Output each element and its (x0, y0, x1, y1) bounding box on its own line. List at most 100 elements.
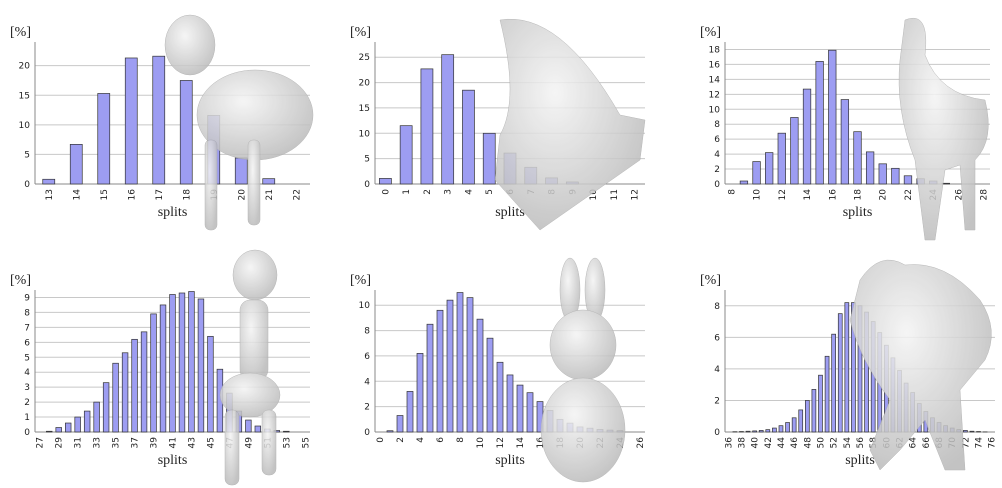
bar (765, 153, 773, 184)
x-tick-label: 48 (803, 437, 813, 449)
bar (527, 393, 533, 432)
x-tick-label: 13 (45, 189, 55, 200)
x-tick-label: 35 (112, 437, 122, 448)
bar (180, 80, 192, 184)
x-tick-label: 12 (631, 189, 641, 200)
bar (772, 428, 776, 432)
bar (457, 293, 463, 432)
x-tick-label: 6 (436, 437, 446, 443)
bar (417, 353, 423, 432)
y-tick-label: 5 (24, 150, 30, 160)
x-tick-label: 21 (265, 189, 275, 200)
bar (46, 431, 52, 432)
x-axis-label: splits (495, 453, 525, 468)
bar (740, 181, 748, 184)
x-tick-label: 44 (777, 437, 787, 449)
x-tick-label: 1 (402, 189, 412, 195)
x-tick-label: 46 (790, 437, 800, 449)
y-tick-label: 15 (359, 104, 370, 114)
bar (442, 55, 454, 184)
bar (98, 93, 110, 184)
y-tick-label: 0 (714, 428, 720, 438)
bar (447, 300, 453, 432)
y-tick-label: 2 (364, 403, 370, 413)
y-tick-label: 8 (714, 302, 720, 312)
y-tick-label: 16 (709, 60, 721, 70)
x-tick-label: 45 (206, 437, 216, 448)
bar (208, 336, 214, 432)
x-tick-label: 4 (464, 189, 474, 195)
x-tick-label: 12 (496, 437, 506, 448)
y-axis-label: [%] (10, 25, 31, 40)
bar (132, 339, 138, 432)
charts: [%]0510152013141516171819202122splits[%]… (10, 25, 998, 468)
bar (179, 293, 185, 432)
bar (753, 162, 761, 184)
bar (963, 430, 967, 432)
y-tick-label: 6 (714, 333, 720, 343)
y-tick-label: 8 (364, 327, 370, 337)
bar (160, 305, 166, 432)
bar (483, 133, 495, 184)
bar (65, 423, 71, 432)
x-tick-label: 10 (753, 189, 763, 201)
x-tick-label: 20 (879, 189, 889, 201)
x-tick-label: 53 (282, 437, 292, 448)
y-tick-label: 0 (24, 428, 30, 438)
horse-render (899, 18, 988, 240)
y-axis-label: [%] (350, 25, 371, 40)
x-tick-label: 31 (74, 437, 84, 448)
x-tick-label: 64 (909, 437, 919, 449)
x-tick-label: 27 (36, 437, 46, 448)
bar (283, 431, 289, 432)
bar (379, 178, 391, 184)
x-tick-label: 52 (830, 437, 840, 448)
bar (778, 133, 786, 184)
x-tick-label: 8 (456, 437, 466, 443)
y-tick-label: 2 (714, 396, 720, 406)
y-tick-label: 5 (24, 353, 30, 363)
y-tick-label: 10 (709, 105, 721, 115)
y-tick-label: 8 (714, 120, 720, 130)
x-tick-label: 8 (727, 189, 737, 195)
bar (791, 117, 799, 184)
x-tick-label: 0 (376, 437, 386, 443)
bar (892, 168, 900, 184)
y-tick-label: 14 (709, 75, 721, 85)
y-tick-label: 25 (359, 53, 370, 63)
y-tick-label: 10 (359, 129, 371, 139)
x-axis-label: splits (845, 453, 875, 468)
x-tick-label: 36 (724, 437, 734, 449)
bar (467, 298, 473, 432)
bar (812, 389, 816, 432)
bar (803, 89, 811, 184)
y-axis-label: [%] (700, 273, 721, 288)
y-tick-label: 6 (364, 352, 370, 362)
y-axis-label: [%] (350, 273, 371, 288)
bar (387, 431, 393, 432)
bar (825, 356, 829, 432)
y-tick-label: 8 (24, 308, 30, 318)
x-tick-label: 40 (751, 437, 761, 449)
x-tick-label: 29 (55, 437, 65, 449)
x-tick-label: 18 (854, 189, 864, 201)
x-tick-label: 42 (764, 437, 774, 448)
x-tick-label: 22 (292, 189, 302, 200)
y-tick-label: 1 (24, 413, 30, 423)
bar (517, 385, 523, 432)
bar (153, 56, 165, 184)
bar (866, 152, 874, 184)
y-tick-label: 3 (24, 383, 30, 393)
x-tick-label: 12 (778, 189, 788, 200)
fin-render (495, 19, 645, 230)
y-tick-label: 15 (19, 91, 30, 101)
bar (70, 144, 82, 184)
bar (94, 402, 100, 432)
x-tick-label: 14 (72, 189, 82, 201)
x-tick-label: 18 (182, 189, 192, 201)
y-tick-label: 5 (364, 155, 370, 165)
skeleton-render (220, 250, 280, 485)
x-tick-label: 66 (922, 437, 932, 449)
x-tick-label: 54 (843, 437, 853, 449)
y-tick-label: 6 (24, 338, 30, 348)
